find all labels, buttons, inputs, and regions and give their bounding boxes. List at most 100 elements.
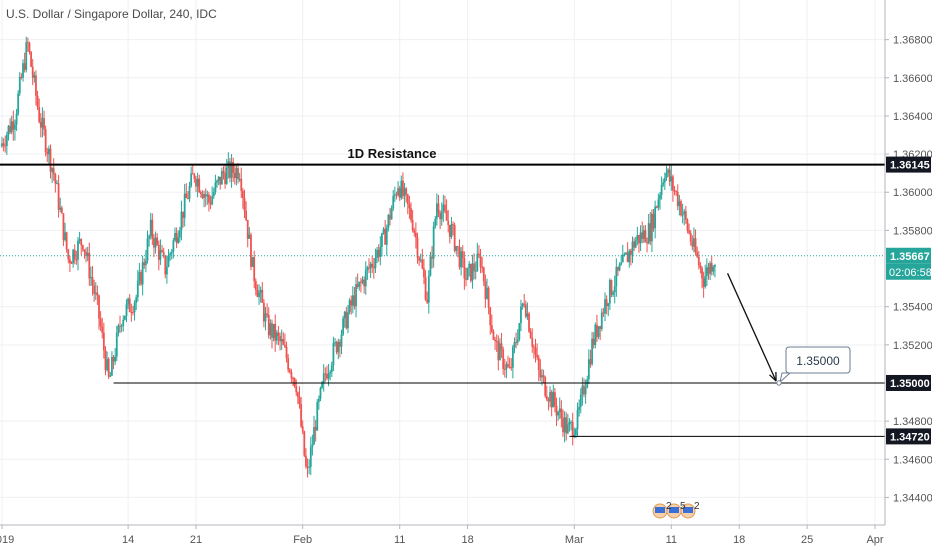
candle-down — [402, 172, 404, 200]
candle-down — [458, 239, 461, 270]
candle-up — [552, 384, 555, 408]
candle-up — [332, 336, 335, 372]
svg-text:1.35667: 1.35667 — [890, 251, 930, 263]
candle-down — [536, 343, 539, 361]
candle-up — [127, 297, 129, 309]
candle-down — [688, 223, 690, 235]
candle-up — [474, 261, 477, 280]
candle-down — [75, 250, 78, 265]
candle-down — [492, 329, 495, 341]
candle-up — [125, 299, 128, 323]
candle-up — [442, 194, 445, 222]
projection-arrow[interactable] — [726, 273, 777, 382]
candle-down — [371, 255, 374, 274]
candle-down — [478, 245, 480, 259]
candle-up — [586, 375, 589, 389]
candle-up — [347, 304, 349, 334]
candle-down — [469, 263, 472, 283]
candle-up — [705, 258, 708, 287]
grid — [0, 0, 885, 525]
candle-up — [600, 308, 603, 332]
candle-down — [277, 326, 280, 346]
y-tick-label: 1.36400 — [893, 111, 932, 123]
candle-down — [46, 147, 49, 163]
candle-down — [91, 265, 94, 296]
candle-down — [298, 386, 301, 409]
candle-down — [229, 157, 231, 183]
candle-down — [406, 193, 409, 215]
candle-down — [73, 244, 76, 265]
candle-down — [571, 412, 574, 446]
candle-up — [149, 212, 152, 240]
candle-down — [112, 354, 115, 370]
candle-up — [86, 246, 89, 261]
candle-down — [629, 248, 632, 266]
candle-up — [177, 230, 180, 245]
candle-down — [191, 165, 194, 175]
event-count: 2 — [694, 501, 700, 512]
candle-up — [114, 348, 117, 366]
candle-down — [295, 379, 298, 397]
x-tick-label: 18 — [733, 534, 745, 546]
candle-down — [398, 185, 401, 201]
candle-up — [14, 119, 16, 141]
candle-up — [316, 399, 319, 432]
candle-down — [2, 138, 5, 152]
candle-up — [366, 265, 369, 280]
candle-up — [348, 298, 351, 315]
candle-down — [482, 266, 485, 286]
candle-up — [570, 419, 572, 431]
candle-up — [486, 278, 488, 300]
candle-up — [621, 244, 624, 263]
candle-down — [463, 251, 466, 290]
price-target-callout[interactable]: 1.35000 — [776, 346, 851, 386]
candle-up — [578, 399, 581, 417]
candle-up — [178, 226, 181, 243]
candle-down — [102, 322, 105, 359]
candle-up — [10, 115, 13, 135]
candle-down — [335, 340, 338, 355]
candle-up — [518, 322, 521, 342]
candle-up — [591, 331, 593, 366]
candle-down — [363, 276, 366, 294]
candle-up — [5, 131, 8, 155]
candle-down — [599, 325, 602, 341]
candle-down — [43, 110, 45, 136]
candle-up — [56, 180, 58, 185]
candle-down — [350, 295, 353, 315]
candle-down — [489, 306, 492, 335]
candle-up — [334, 337, 336, 347]
candle-up — [342, 315, 345, 337]
candle-up — [516, 329, 519, 346]
candle-down — [130, 303, 133, 322]
candle-up — [230, 154, 233, 188]
price-axis[interactable]: 1.368001.366001.364001.362001.360001.358… — [884, 0, 932, 550]
candle-down — [132, 305, 134, 316]
candle-up — [217, 176, 220, 186]
candle-up — [466, 267, 469, 281]
candle-up — [471, 254, 474, 289]
candle-down — [602, 307, 605, 317]
candle-up — [419, 253, 422, 263]
candle-down — [701, 266, 703, 289]
candle-down — [411, 210, 414, 233]
candle-down — [209, 195, 212, 210]
candle-up — [520, 299, 522, 332]
candle-down — [199, 190, 202, 198]
candle-up — [714, 263, 716, 278]
candle-down — [28, 41, 31, 55]
candle-up — [327, 364, 330, 387]
candle-up — [17, 90, 20, 116]
candle-down — [457, 245, 459, 258]
candle-down — [245, 201, 248, 222]
candle-up — [170, 248, 173, 260]
candle-down — [652, 208, 655, 232]
candle-up — [343, 310, 346, 328]
candle-down — [445, 199, 448, 221]
candle-down — [31, 58, 34, 86]
candle-up — [663, 172, 666, 191]
